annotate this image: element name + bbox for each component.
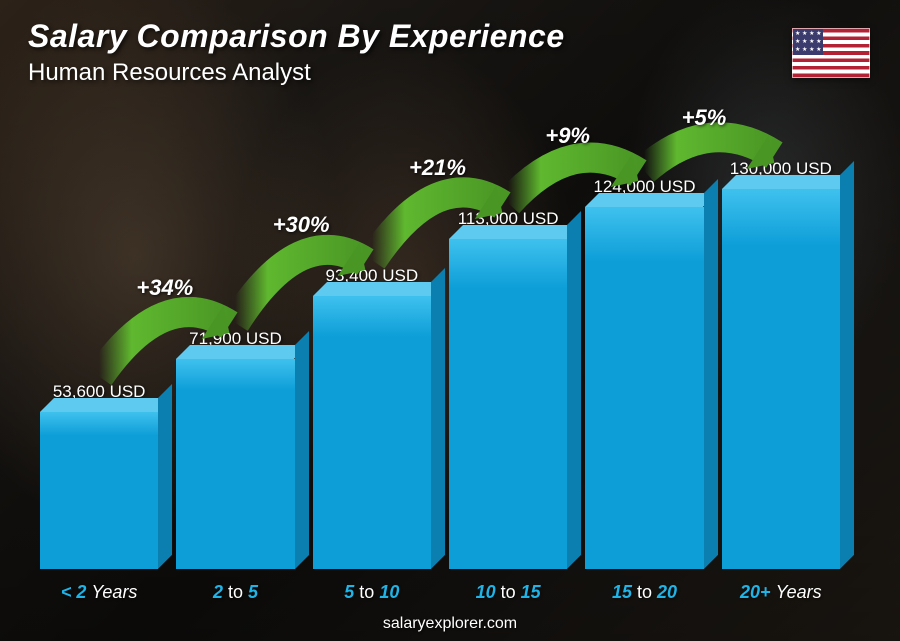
x-label: 10 to 15 <box>449 582 567 603</box>
footer-credit: salaryexplorer.com <box>0 615 900 633</box>
bar-slot: 71,900 USD <box>176 329 294 569</box>
bar-side-face <box>704 179 718 569</box>
bar-slot: 130,000 USD <box>722 159 840 569</box>
bar-slot: 113,000 USD <box>449 209 567 569</box>
bar-front-face <box>722 189 840 569</box>
chart-title: Salary Comparison By Experience <box>28 18 565 55</box>
increase-pct-label: +30% <box>273 212 330 238</box>
bar <box>313 296 431 569</box>
bar-slot: 53,600 USD <box>40 382 158 569</box>
increase-pct-label: +21% <box>409 155 466 181</box>
increase-pct-label: +5% <box>682 105 727 131</box>
bar <box>176 359 294 569</box>
increase-pct-label: +9% <box>545 123 590 149</box>
x-axis-labels: < 2 Years 2 to 5 5 to 10 10 to 15 15 to 20 20… <box>40 582 840 603</box>
bar-side-face <box>158 384 172 569</box>
bar-top-face <box>585 193 717 207</box>
chart-subtitle: Human Resources Analyst <box>28 59 565 87</box>
bar-top-face <box>40 398 172 412</box>
bar-front-face <box>313 296 431 569</box>
bar-front-face <box>176 359 294 569</box>
bar-side-face <box>431 268 445 569</box>
bar-slot: 124,000 USD <box>585 177 703 569</box>
bar-top-face <box>449 225 581 239</box>
bar-front-face <box>449 239 567 569</box>
bar-side-face <box>567 211 581 569</box>
x-label: 15 to 20 <box>585 582 703 603</box>
x-label: 5 to 10 <box>313 582 431 603</box>
x-label: 20+ Years <box>722 582 840 603</box>
bar-side-face <box>295 331 309 569</box>
bar <box>449 239 567 569</box>
bar-front-face <box>40 412 158 569</box>
bar-slot: 93,400 USD <box>313 266 431 569</box>
us-flag-icon <box>792 28 870 78</box>
bar <box>585 207 703 569</box>
x-label: 2 to 5 <box>176 582 294 603</box>
bar-top-face <box>176 345 308 359</box>
x-label: < 2 Years <box>40 582 158 603</box>
increase-pct-label: +34% <box>136 275 193 301</box>
bar-top-face <box>722 175 854 189</box>
bar-top-face <box>313 282 445 296</box>
header: Salary Comparison By Experience Human Re… <box>28 18 565 87</box>
bar <box>722 189 840 569</box>
bar-front-face <box>585 207 703 569</box>
bar-side-face <box>840 161 854 569</box>
bar <box>40 412 158 569</box>
